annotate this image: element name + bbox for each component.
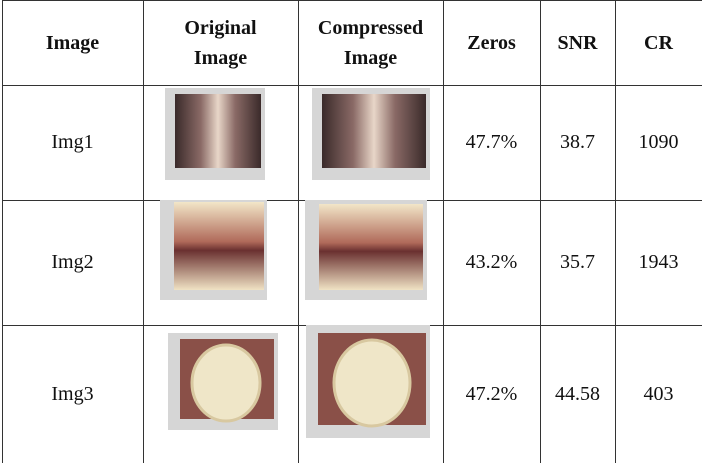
value-cell: 43.2% — [443, 200, 540, 325]
value-cell: 44.58 — [540, 325, 615, 463]
value-cell: 1090 — [615, 85, 702, 200]
header-cell: Zeros — [443, 0, 540, 85]
row-label: Img3 — [2, 325, 143, 463]
image — [312, 88, 430, 180]
value-cell: 403 — [615, 325, 702, 463]
image — [306, 325, 430, 438]
row-label: Img2 — [2, 200, 143, 325]
row-label: Img1 — [2, 85, 143, 200]
value-cell: 38.7 — [540, 85, 615, 200]
header-cell: Compressed Image — [298, 0, 443, 85]
image — [165, 88, 265, 180]
header-cell: CR — [615, 0, 702, 85]
image — [160, 200, 267, 300]
page: Image Original Image Compressed Image Ze… — [0, 0, 702, 463]
value-cell: 35.7 — [540, 200, 615, 325]
header-cell: Image — [2, 0, 143, 85]
header-cell: SNR — [540, 0, 615, 85]
value-cell: 47.2% — [443, 325, 540, 463]
value-cell: 1943 — [615, 200, 702, 325]
value-cell: 47.7% — [443, 85, 540, 200]
image — [305, 200, 427, 300]
header-cell: Original Image — [143, 0, 298, 85]
image — [168, 333, 278, 430]
